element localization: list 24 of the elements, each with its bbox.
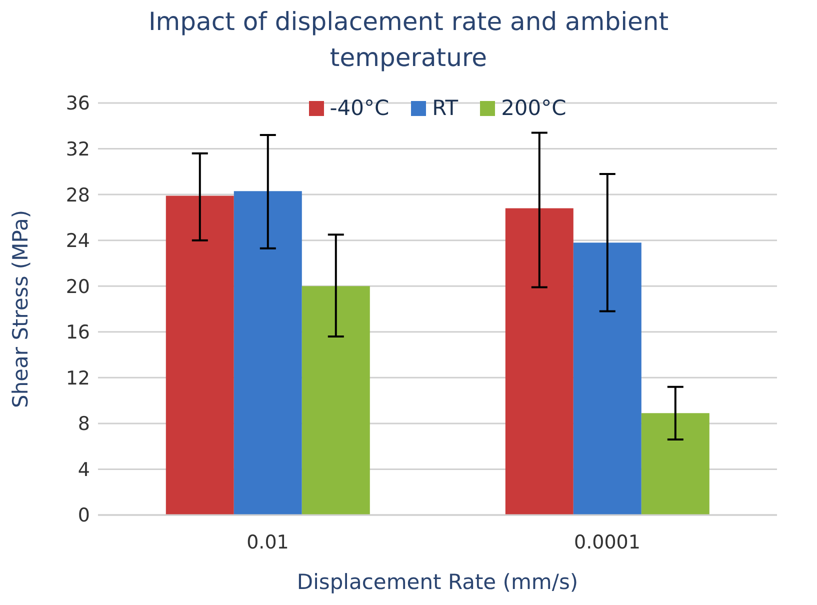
x-axis-title: Displacement Rate (mm/s) <box>296 570 578 594</box>
bar <box>505 208 574 515</box>
bar <box>641 413 710 515</box>
y-tick-label: 28 <box>66 184 90 206</box>
y-axis-title: Shear Stress (MPa) <box>8 210 32 408</box>
bar <box>573 242 642 515</box>
bar <box>166 196 234 515</box>
y-tick-label: 12 <box>66 367 90 390</box>
y-tick-label: 8 <box>78 413 90 436</box>
legend-label: RT <box>432 96 458 120</box>
y-tick-label: 4 <box>78 458 90 481</box>
bar <box>234 191 302 515</box>
y-tick-label: 32 <box>66 138 90 161</box>
y-tick-label: 36 <box>66 92 90 115</box>
bar <box>302 286 370 515</box>
x-tick-label: 0.0001 <box>574 531 640 554</box>
chart-title: Impact of displacement rate and ambient temperature <box>147 6 670 74</box>
legend-label: -40°C <box>330 96 390 120</box>
y-tick-label: 0 <box>78 504 90 527</box>
y-tick-label: 20 <box>66 276 90 298</box>
x-tick-label: 0.01 <box>246 531 289 554</box>
legend-label: 200°C <box>501 96 566 120</box>
y-tick-label: 24 <box>66 230 90 252</box>
y-tick-label: 16 <box>66 322 90 344</box>
